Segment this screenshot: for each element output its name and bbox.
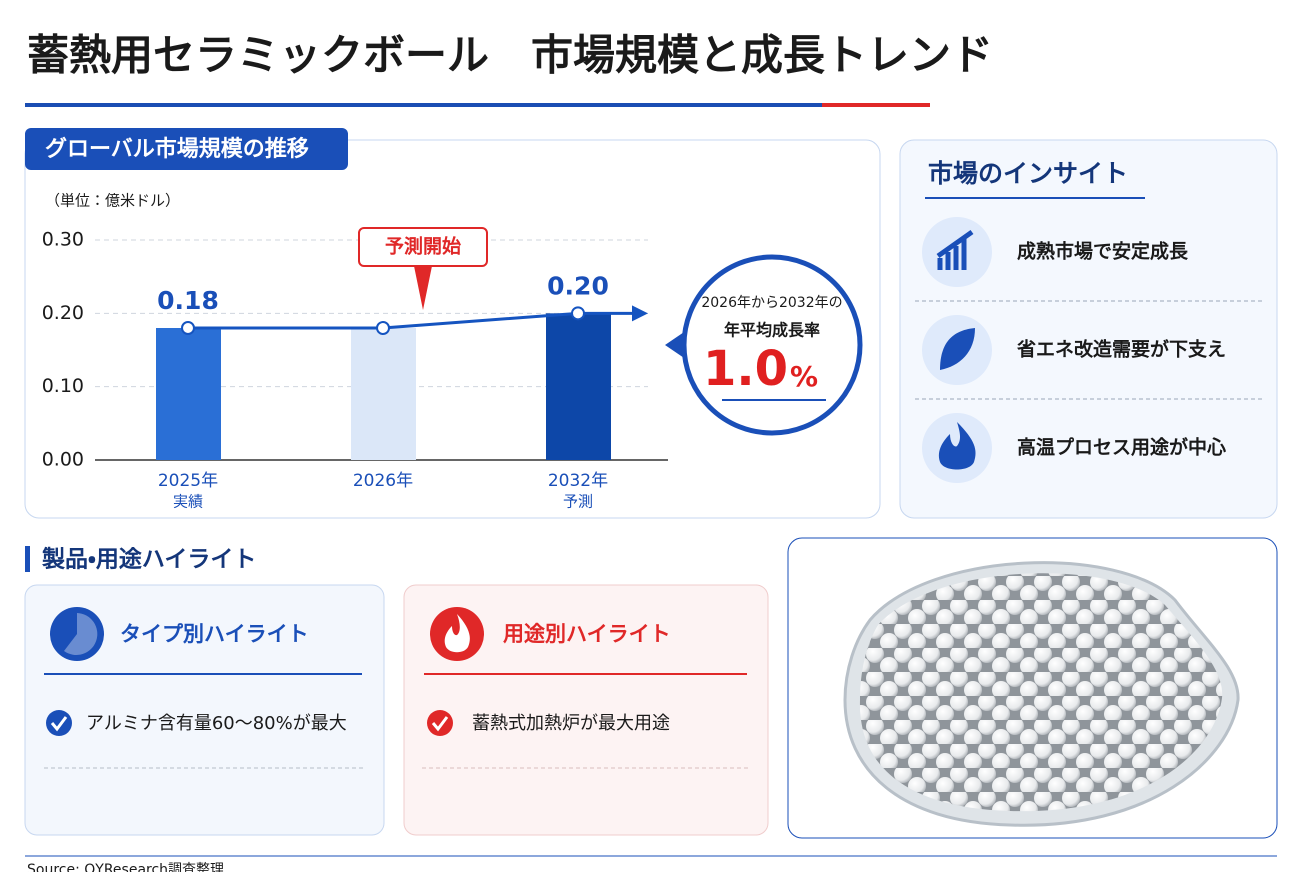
x-tick-label: 2026年: [353, 471, 413, 491]
x-tick-sublabel: 予測: [563, 493, 593, 511]
trend-arrow-head: [632, 305, 648, 322]
title-rule: [25, 103, 822, 107]
use-card: [403, 584, 769, 836]
annotation-pointer: [414, 266, 432, 310]
cagr-text: 2026年から2032年の: [701, 295, 842, 311]
bar: [156, 328, 221, 460]
icon-pie: [50, 607, 104, 661]
bar: [546, 313, 611, 460]
x-tick-label: 2032年: [548, 471, 608, 491]
source: Source: QYResearch調査整理: [27, 862, 224, 872]
icon-flame-glyph: [444, 614, 470, 653]
icon-flame: [430, 607, 484, 661]
check-glyph: [50, 716, 68, 732]
insights-title: 市場のインサイト: [928, 159, 1128, 188]
check-icon: [427, 710, 453, 736]
check-icon: [46, 710, 72, 736]
icon-flame-glyph: [938, 422, 976, 470]
y-tick-label: 0.00: [42, 449, 84, 471]
y-tick-label: 0.10: [42, 375, 84, 397]
insights-card: [899, 139, 1278, 519]
unit-label: （単位：億米ドル）: [45, 192, 180, 210]
type-card: [24, 584, 385, 836]
x-tick-label: 2025年: [158, 471, 218, 491]
icon-pie-glyph: [64, 613, 98, 655]
trend-marker: [571, 306, 585, 321]
card-item: アルミナ含有量60～80%が最大: [86, 713, 347, 734]
y-tick-label: 0.30: [42, 229, 84, 251]
chart-tab: [25, 128, 348, 170]
annotation: 予測開始: [385, 235, 461, 258]
icon-chart-glyph: [936, 229, 974, 270]
ceramic-balls: [859, 573, 1223, 812]
y-tick-label: 0.20: [42, 302, 84, 324]
card-title: タイプ別ハイライト: [120, 622, 309, 646]
card-item: 蓄熱式加熱炉が最大用途: [472, 713, 670, 734]
title-rule-accent: [822, 103, 930, 107]
trend-marker: [376, 321, 390, 335]
cagr-value: 1.0: [703, 341, 788, 397]
icon-leaf-glyph: [940, 328, 975, 370]
page-title: 蓄熱用セラミックボール 市場規模と成長トレンド: [27, 31, 993, 80]
section-title: 製品・用途ハイライト: [41, 546, 256, 573]
value-label: 0.20: [547, 271, 609, 300]
section-marker: [25, 546, 30, 572]
chart-card: [24, 139, 881, 519]
chart-title: グローバル市場規模の推移: [45, 136, 309, 162]
bar: [351, 328, 416, 460]
cagr-unit: %: [790, 360, 818, 393]
x-tick-sublabel: 実績: [173, 493, 203, 511]
cagr-bubble: [681, 254, 863, 436]
check-glyph: [431, 716, 449, 732]
insight-item: 高温プロセス用途が中心: [1017, 436, 1226, 459]
cagr-text: 年平均成長率: [724, 321, 820, 340]
card-title: 用途別ハイライト: [503, 622, 671, 646]
value-label: 0.18: [157, 286, 219, 315]
insight-item: 成熟市場で安定成長: [1017, 240, 1189, 263]
insight-item: 省エネ改造需要が下支え: [1016, 338, 1226, 361]
trend-marker: [181, 321, 195, 335]
